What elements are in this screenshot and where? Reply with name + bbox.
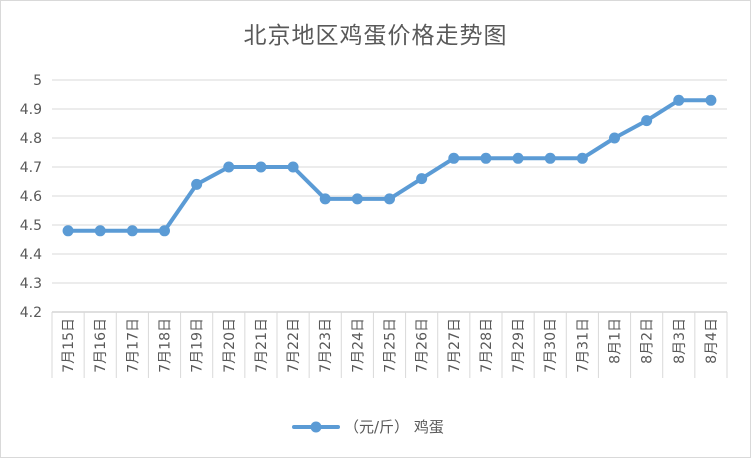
data-point	[384, 193, 395, 205]
data-point	[416, 173, 428, 185]
data-point	[673, 94, 685, 106]
data-point	[126, 225, 138, 237]
legend-marker	[310, 421, 322, 433]
data-point	[480, 152, 492, 164]
y-tick-label: 4.2	[20, 305, 42, 321]
x-tick-label: 8月3日	[672, 318, 688, 364]
x-tick-label: 7月31日	[575, 318, 591, 373]
y-tick-label: 5	[33, 73, 42, 89]
x-tick-label: 8月2日	[640, 318, 656, 364]
data-point	[512, 152, 524, 164]
y-tick-label: 4.5	[20, 218, 42, 234]
y-tick-label: 4.4	[20, 247, 42, 263]
y-tick-label: 4.7	[20, 160, 42, 176]
x-tick-label: 7月26日	[415, 318, 431, 373]
data-point	[191, 178, 203, 190]
data-point	[448, 152, 460, 164]
data-point	[609, 132, 620, 144]
x-tick-label: 7月23日	[318, 318, 334, 373]
data-point	[159, 225, 170, 237]
x-tick-label: 7月27日	[447, 318, 463, 373]
data-point	[351, 193, 363, 205]
x-tick-label: 8月4日	[704, 318, 720, 364]
data-point	[544, 152, 556, 164]
x-tick-label: 7月24日	[350, 318, 366, 373]
x-tick-label: 7月19日	[190, 318, 206, 373]
x-tick-label: 7月25日	[383, 318, 399, 373]
data-point	[94, 225, 106, 237]
series-line	[66, 98, 713, 233]
x-tick-label: 7月16日	[93, 318, 109, 373]
y-tick-label: 4.3	[20, 276, 42, 292]
data-point	[255, 161, 267, 173]
data-point	[576, 152, 588, 164]
data-point	[641, 115, 653, 127]
x-tick-label: 7月17日	[125, 318, 141, 373]
x-tick-label: 7月21日	[254, 318, 270, 373]
data-point	[705, 94, 717, 106]
x-tick-label: 8月1日	[608, 318, 624, 364]
x-tick-label: 7月28日	[479, 318, 495, 373]
y-tick-label: 4.8	[20, 131, 42, 147]
y-tick-label: 4.9	[20, 102, 42, 118]
x-tick-label: 7月20日	[222, 318, 238, 373]
x-tick-label: 7月18日	[158, 318, 174, 373]
data-point	[223, 161, 235, 173]
legend-label: （元/斤） 鸡蛋	[344, 418, 444, 436]
x-tick-label: 7月15日	[61, 318, 77, 373]
x-tick-label: 7月22日	[286, 318, 302, 373]
data-point	[62, 225, 74, 237]
data-point	[287, 161, 299, 173]
x-tick-label: 7月29日	[511, 318, 527, 373]
y-tick-label: 4.6	[20, 189, 42, 205]
x-tick-label: 7月30日	[543, 318, 559, 373]
chart-title: 北京地区鸡蛋价格走势图	[243, 23, 508, 49]
data-point	[319, 193, 331, 205]
